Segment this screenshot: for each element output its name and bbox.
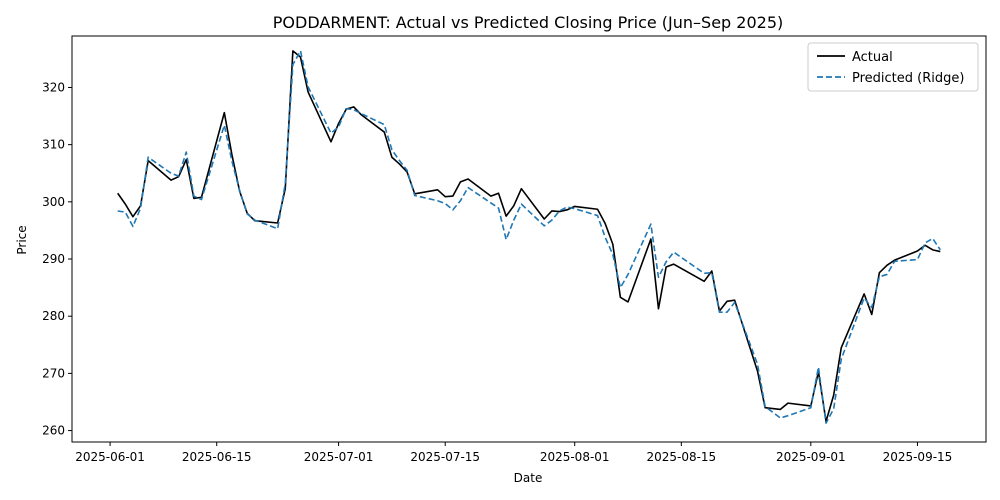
x-tick-label: 2025-06-15 [182, 450, 252, 464]
series-line-actual [117, 50, 941, 423]
y-tick-label: 290 [42, 252, 65, 266]
series-layer [117, 50, 941, 424]
x-tick-label: 2025-09-15 [883, 450, 953, 464]
plot-area [71, 35, 987, 443]
x-tick-label: 2025-07-01 [304, 450, 374, 464]
legend: Actual Predicted (Ridge) [807, 42, 979, 92]
y-tick-label: 280 [42, 309, 65, 323]
legend-label-predicted: Predicted (Ridge) [852, 71, 964, 86]
x-tick-label: 2025-08-15 [646, 450, 716, 464]
y-axis-label: Price [15, 225, 29, 254]
x-tick-label: 2025-06-01 [75, 450, 145, 464]
x-axis: 2025-06-01 2025-06-15 2025-07-01 2025-07-15… [75, 442, 952, 464]
legend-box [807, 42, 979, 92]
y-tick-label: 310 [42, 138, 65, 152]
x-tick-label: 2025-09-01 [776, 450, 846, 464]
chart-title: PODDARMENT: Actual vs Predicted Closing … [273, 13, 783, 32]
plot-frame [71, 35, 987, 443]
y-axis: 260 270 280 290 300 310 320 [42, 80, 72, 438]
y-tick-label: 320 [42, 80, 65, 94]
x-tick-label: 2025-08-01 [540, 450, 610, 464]
legend-label-actual: Actual [852, 50, 893, 65]
y-tick-label: 300 [42, 195, 65, 209]
series-line-predicted [117, 50, 941, 424]
y-tick-label: 270 [42, 366, 65, 380]
y-tick-label: 260 [42, 424, 65, 438]
x-axis-label: Date [514, 471, 543, 485]
x-tick-label: 2025-07-15 [410, 450, 480, 464]
